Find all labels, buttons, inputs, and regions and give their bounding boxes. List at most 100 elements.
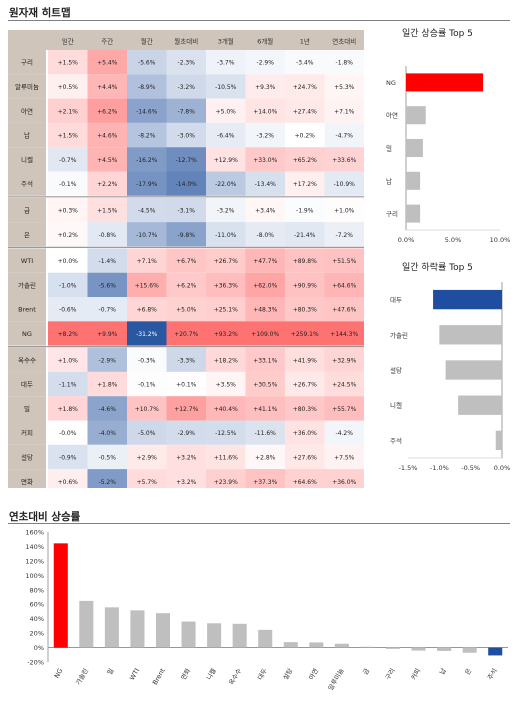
heatmap-cell-value: +4.5% [97, 157, 118, 164]
heatmap-cell-value: -31.2% [136, 331, 158, 338]
heatmap-cell-value: -7.8% [178, 108, 196, 115]
bar [406, 204, 421, 223]
ytd-y-tick-label: 40% [30, 615, 44, 623]
bar-tick-label: -1.5% [399, 464, 418, 472]
heatmap-row-label-bg [8, 321, 46, 346]
heatmap-row-label: 납 [24, 131, 30, 140]
heatmap-cell [285, 371, 325, 397]
heatmap-cell-value: +25.1% [214, 307, 238, 314]
heatmap-cell-value: +9.9% [97, 331, 118, 338]
heatmap-row-label: Brent [18, 306, 36, 314]
heatmap-cell [48, 420, 88, 445]
heatmap-cell-value: +17.2% [293, 181, 317, 188]
heatmap-cell-value: -1.1% [59, 382, 77, 389]
heatmap-cell-value: -0.5% [99, 454, 117, 461]
ytd-bar [360, 646, 375, 648]
heatmap-cell [48, 444, 88, 470]
heatmap-cell-value: -2.9% [178, 430, 196, 437]
ytd-category-label: 니켈 [204, 666, 218, 681]
heatmap-cell-value: +40.4% [214, 406, 238, 413]
heatmap-cell-value: -1.9% [296, 207, 314, 214]
heatmap-cell-value: +36.3% [214, 282, 238, 289]
heatmap-cell-value: -0.7% [59, 157, 77, 164]
ytd-category-label: 설탕 [281, 666, 295, 681]
bar [439, 325, 502, 345]
heatmap-cell [87, 321, 127, 346]
heatmap-cell-value: -5.6% [99, 282, 117, 289]
heatmap-cell-value: +89.8% [293, 258, 317, 265]
heatmap-cell [285, 396, 325, 421]
heatmap-cell-value: -11.0% [215, 232, 237, 239]
ytd-y-tick-label: 80% [30, 586, 44, 594]
heatmap-cell [285, 469, 325, 488]
heatmap-cell-value: +2.1% [58, 108, 79, 115]
heatmap-cell [166, 444, 206, 470]
heatmap-row-label-bg [8, 297, 46, 322]
ytd-bar [79, 600, 94, 648]
ytd-category-label: 면화 [179, 666, 193, 681]
heatmap-cell [245, 321, 285, 346]
heatmap-cell [245, 420, 285, 445]
heatmap-cell [245, 272, 285, 297]
heatmap-cell [48, 122, 88, 148]
heatmap-row-label-bg [8, 371, 46, 397]
heatmap-cell-value: +32.9% [332, 357, 356, 364]
heatmap-cell-value: +36.0% [332, 479, 356, 486]
heatmap-cell [87, 50, 127, 75]
heatmap-cell-value: +27.6% [293, 454, 317, 461]
heatmap-cell [324, 420, 364, 445]
ytd-bar [309, 642, 324, 648]
heatmap-cell [206, 347, 246, 372]
heatmap-cell [324, 469, 364, 488]
heatmap-cell-value: -3.2% [178, 84, 196, 91]
heatmap-column-header: 월초대비 [174, 37, 198, 46]
heatmap-cell [324, 74, 364, 99]
heatmap-cell [87, 197, 127, 223]
heatmap-cell [324, 122, 364, 148]
heatmap-row-label: 커피 [21, 428, 33, 437]
heatmap-row-label: 은 [24, 231, 30, 239]
heatmap-cell-value: +3.2% [176, 479, 197, 486]
ytd-category-label: 밀 [106, 667, 116, 676]
heatmap-cell-value: -21.4% [294, 232, 316, 239]
ytd-category-label: 납 [437, 666, 448, 676]
ytd-title-rule [8, 523, 510, 524]
heatmap-cell-value: -0.1% [138, 382, 156, 389]
heatmap-row-label-bg [8, 347, 46, 372]
heatmap-cell-value: -2.9% [99, 357, 117, 364]
ytd-bar [258, 629, 273, 648]
heatmap-cell-value: -4.7% [336, 133, 354, 140]
heatmap-row-label: 옥수수 [18, 356, 36, 364]
heatmap-cell [166, 171, 206, 196]
heatmap-cell-value: +0.3% [58, 207, 79, 214]
heatmap-cell-value: +1.0% [58, 357, 79, 364]
heatmap-cell-value: +33.6% [332, 157, 356, 164]
heatmap-cell-value: -3.4% [296, 60, 314, 67]
heatmap-row-label-bg [8, 122, 46, 148]
heatmap-cell [166, 272, 206, 297]
heatmap-cell [127, 248, 167, 273]
heatmap-row-label-bg [8, 98, 46, 123]
ytd-category-label: 구리 [383, 666, 397, 681]
heatmap-cell [166, 396, 206, 421]
heatmap-cell [166, 122, 206, 148]
heatmap-cell [87, 444, 127, 470]
heatmap-cell-value: -4.6% [99, 406, 117, 413]
heatmap-cell-value: +0.2% [295, 133, 316, 140]
bar-category-label: 설탕 [390, 366, 402, 375]
heatmap-cell-value: -3.1% [178, 207, 196, 214]
heatmap-row-label-bg [8, 248, 46, 273]
heatmap-row-label: 설탕 [21, 452, 33, 461]
heatmap-cell [87, 222, 127, 247]
heatmap-cell-value: +1.0% [334, 207, 355, 214]
heatmap-cell [48, 469, 88, 488]
heatmap-cell-value: -0.8% [99, 232, 117, 239]
heatmap-row-label: 대두 [21, 381, 33, 389]
heatmap-cell [245, 469, 285, 488]
heatmap-cell [166, 50, 206, 75]
heatmap-cell [245, 371, 285, 397]
heatmap-cell [127, 50, 167, 75]
bar-tick-label: 0.0% [398, 236, 415, 244]
